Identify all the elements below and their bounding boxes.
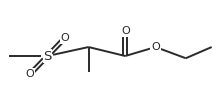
Text: O: O <box>60 33 69 43</box>
Text: S: S <box>43 50 52 62</box>
Text: O: O <box>121 26 130 36</box>
Text: O: O <box>26 69 35 79</box>
Text: O: O <box>151 42 160 52</box>
